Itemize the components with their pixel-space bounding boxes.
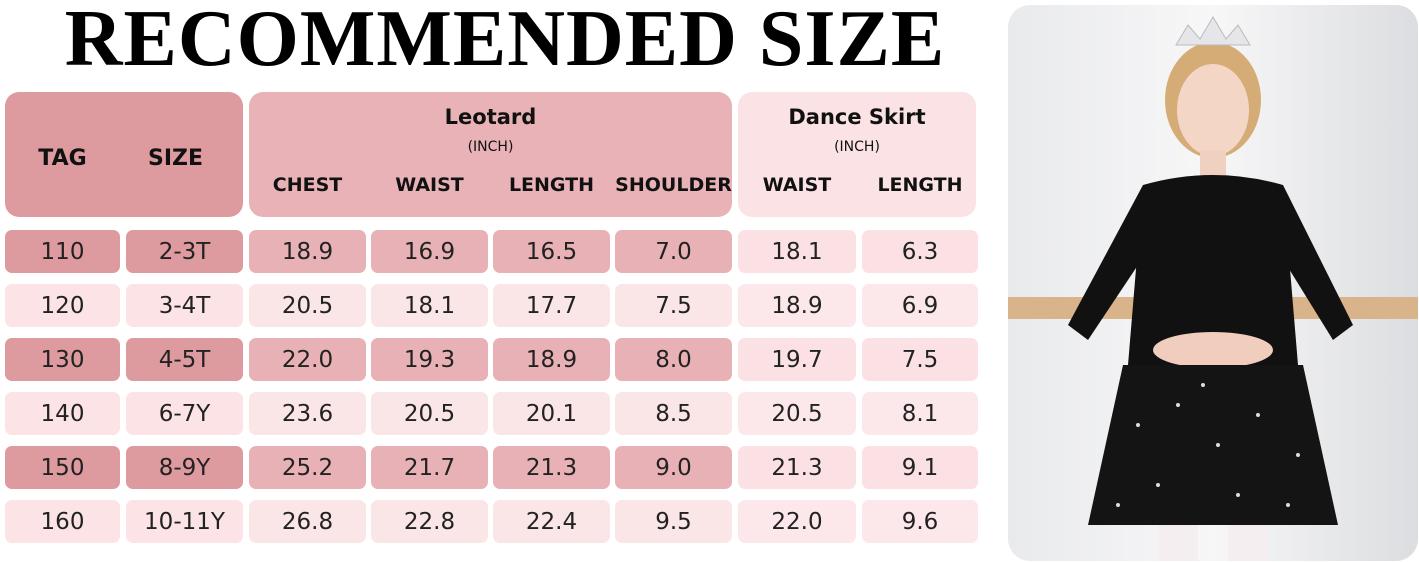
header-tag: TAG bbox=[38, 146, 87, 171]
table-cell: 22.0 bbox=[249, 338, 366, 381]
table-cell: 19.7 bbox=[738, 338, 856, 381]
table-cell: 22.0 bbox=[738, 500, 856, 543]
table-cell: 4-5T bbox=[126, 338, 243, 381]
table-cell: 9.6 bbox=[862, 500, 978, 543]
table-cell: 20.5 bbox=[738, 392, 856, 435]
table-cell: 18.1 bbox=[738, 230, 856, 273]
table-cell: 7.5 bbox=[862, 338, 978, 381]
table-cell: 22.4 bbox=[493, 500, 610, 543]
table-cell: 18.1 bbox=[371, 284, 488, 327]
header-size: SIZE bbox=[147, 146, 203, 171]
table-cell: 21.7 bbox=[371, 446, 488, 489]
table-cell: 9.5 bbox=[615, 500, 732, 543]
table-cell: 18.9 bbox=[493, 338, 610, 381]
table-cell: 18.9 bbox=[249, 230, 366, 273]
table-cell: 21.3 bbox=[493, 446, 610, 489]
table-cell: 17.7 bbox=[493, 284, 610, 327]
table-cell: 6.3 bbox=[862, 230, 978, 273]
table-cell: 160 bbox=[5, 500, 120, 543]
table-cell: 140 bbox=[5, 392, 120, 435]
table-cell: 6-7Y bbox=[126, 392, 243, 435]
header-leotard bbox=[249, 92, 732, 217]
table-cell: 16.9 bbox=[371, 230, 488, 273]
skirt-title: Dance Skirt bbox=[788, 105, 926, 129]
table-cell: 8.5 bbox=[615, 392, 732, 435]
table-cell: 7.0 bbox=[615, 230, 732, 273]
table-cell: 120 bbox=[5, 284, 120, 327]
table-cell: 26.8 bbox=[249, 500, 366, 543]
header-tag-size bbox=[5, 92, 243, 217]
leotard-column: CHEST bbox=[272, 174, 343, 196]
table-cell: 20.5 bbox=[371, 392, 488, 435]
skirt-column: WAIST bbox=[762, 174, 832, 196]
table-cell: 150 bbox=[5, 446, 120, 489]
table-cell: 130 bbox=[5, 338, 120, 381]
leotard-column: WAIST bbox=[395, 174, 464, 196]
table-cell: 21.3 bbox=[738, 446, 856, 489]
skirt-unit: (INCH) bbox=[834, 139, 880, 155]
table-cell: 8.1 bbox=[862, 392, 978, 435]
table-cell: 22.8 bbox=[371, 500, 488, 543]
table-cell: 9.1 bbox=[862, 446, 978, 489]
table-cell: 7.5 bbox=[615, 284, 732, 327]
table-cell: 20.1 bbox=[493, 392, 610, 435]
table-cell: 2-3T bbox=[126, 230, 243, 273]
table-cell: 20.5 bbox=[249, 284, 366, 327]
table-cell: 6.9 bbox=[862, 284, 978, 327]
table-cell: 16.5 bbox=[493, 230, 610, 273]
table-cell: 25.2 bbox=[249, 446, 366, 489]
table-cell: 8-9Y bbox=[126, 446, 243, 489]
skirt-column: LENGTH bbox=[877, 174, 963, 196]
table-cell: 110 bbox=[5, 230, 120, 273]
leotard-column: LENGTH bbox=[508, 174, 595, 196]
photo bbox=[1008, 5, 1418, 561]
title: RECOMMENDED SIZE bbox=[64, 0, 946, 83]
table-cell: 8.0 bbox=[615, 338, 732, 381]
leotard-column: SHOULDER bbox=[615, 174, 732, 196]
table-cell: 10-11Y bbox=[126, 500, 243, 543]
leotard-unit: (INCH) bbox=[467, 139, 514, 155]
table-cell: 9.0 bbox=[615, 446, 732, 489]
table-cell: 23.6 bbox=[249, 392, 366, 435]
table-cell: 3-4T bbox=[126, 284, 243, 327]
header-dance-skirt bbox=[738, 92, 976, 217]
table-cell: 18.9 bbox=[738, 284, 856, 327]
leotard-title: Leotard bbox=[444, 105, 537, 129]
table-cell: 19.3 bbox=[371, 338, 488, 381]
